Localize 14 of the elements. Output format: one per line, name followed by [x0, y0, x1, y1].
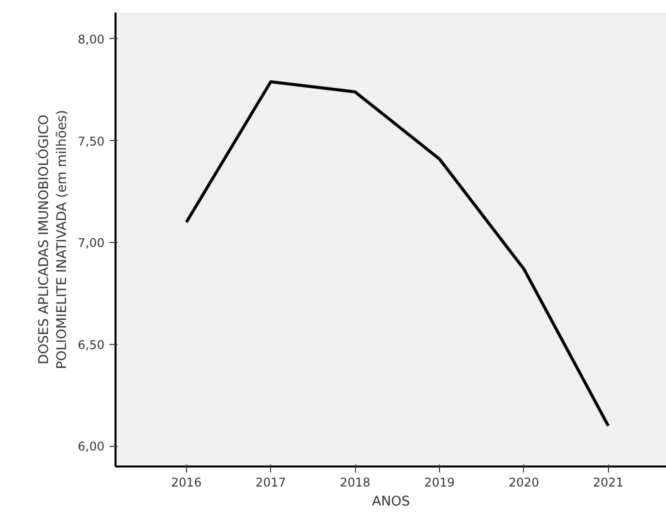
x-tick-label: 2020	[508, 476, 540, 490]
y-tick-label: 7,00	[78, 236, 104, 250]
y-tick-label: 8,00	[78, 32, 104, 46]
y-axis-title: DOSES APLICADAS IMUNOBIOLÓGICO POLIOMIELITE INATIVADA (em milhões)	[34, 110, 70, 370]
y-tick-label: 7,50	[78, 134, 104, 148]
x-tick-label: 2016	[171, 476, 202, 490]
y-tick-label: 6,00	[78, 440, 104, 454]
x-tick-label: 2021	[593, 476, 624, 490]
x-tick-label: 2018	[340, 476, 370, 490]
x-tick-label: 2019	[424, 476, 455, 490]
x-axis-title: ANOS	[372, 494, 410, 510]
x-tick-label: 2017	[255, 476, 286, 490]
line-series	[184, 80, 610, 428]
y-tick-label: 6,50	[78, 338, 104, 352]
